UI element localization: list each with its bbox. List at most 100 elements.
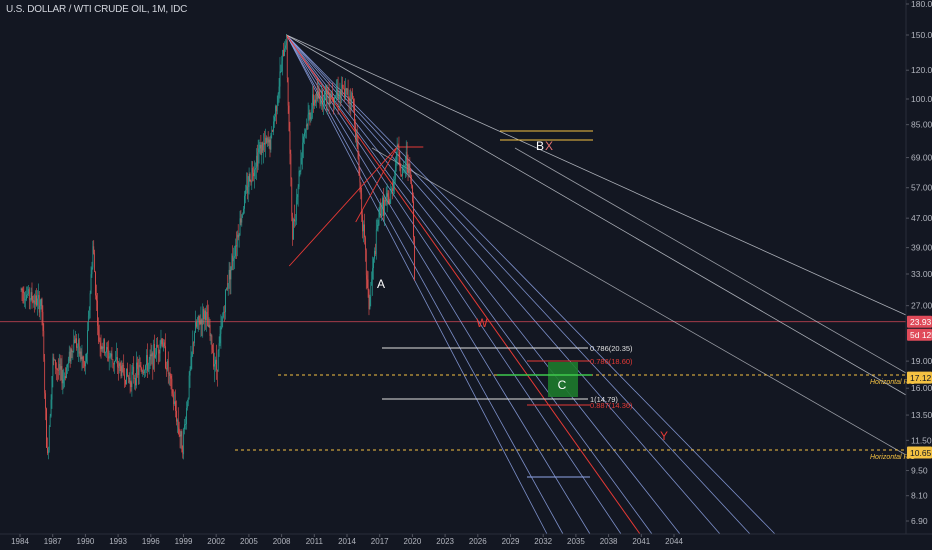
candle-body xyxy=(176,410,177,422)
candle-body xyxy=(335,91,337,96)
price-axis[interactable]: 180.00 150.00 120.00 100.00 85.00 69.00 57.00 4… xyxy=(905,0,932,534)
candle-body xyxy=(20,288,22,290)
candle-body xyxy=(80,351,82,360)
candle-body xyxy=(319,96,321,105)
candle-body xyxy=(64,376,66,379)
candle-body xyxy=(47,450,49,454)
candle-body xyxy=(130,382,132,388)
candle-body xyxy=(232,255,234,262)
candle-body xyxy=(84,362,86,367)
price-tick-label: 19.00 xyxy=(911,356,932,366)
candle-body xyxy=(369,296,371,310)
candle-body xyxy=(226,288,228,290)
candle-body xyxy=(345,88,347,91)
time-tick-label: 1999 xyxy=(175,537,193,546)
candle-body xyxy=(160,339,162,344)
candle-body xyxy=(109,356,111,358)
candle-body xyxy=(316,93,318,99)
candle-body xyxy=(269,139,271,150)
time-tick-label: 1984 xyxy=(11,537,29,546)
candle-body xyxy=(146,355,148,371)
candle-body xyxy=(255,155,257,168)
candle-body xyxy=(211,335,213,350)
candle-body xyxy=(223,311,224,318)
candle-body xyxy=(353,98,354,107)
candle-body xyxy=(392,188,393,192)
candle-body xyxy=(169,373,171,376)
candle-body xyxy=(298,171,300,187)
candle-body xyxy=(129,377,131,383)
candle-body xyxy=(346,88,348,91)
candle-body xyxy=(302,142,304,158)
candle-body xyxy=(155,354,156,358)
candle-body xyxy=(323,103,324,105)
candle-body xyxy=(394,179,395,181)
candle-body xyxy=(296,197,298,201)
candle-body xyxy=(37,295,39,299)
candle-body xyxy=(127,368,128,376)
candle-body xyxy=(136,362,137,386)
candle-body xyxy=(121,365,123,376)
candle-body xyxy=(284,48,285,57)
candle-body xyxy=(31,292,33,301)
candle-body xyxy=(297,186,299,198)
candle-body xyxy=(275,106,277,112)
candle-body xyxy=(301,157,303,159)
price-label-box xyxy=(907,371,932,384)
candle-body xyxy=(196,322,197,327)
candle-body xyxy=(93,246,95,254)
candle-body xyxy=(285,45,286,49)
candle-body xyxy=(282,49,284,62)
candle-body xyxy=(52,357,54,377)
candle-body xyxy=(315,93,317,103)
candle-body xyxy=(396,144,398,161)
candle-body xyxy=(364,237,366,251)
price-tick-label: 6.90 xyxy=(911,516,928,526)
candle-body xyxy=(363,224,364,232)
symbol-title[interactable]: U.S. DOLLAR / WTI CRUDE OIL, 1M, IDC xyxy=(6,4,188,15)
candle-body xyxy=(104,339,106,354)
time-axis[interactable]: 1984 1987 1990 1993 1996 1999 2002 2005 2008 2011… xyxy=(0,533,932,546)
candle-body xyxy=(414,237,415,280)
candle-body xyxy=(71,349,73,352)
candle-body xyxy=(405,151,407,165)
candle-body xyxy=(57,370,59,371)
candle-body xyxy=(137,362,138,369)
price-label: 5d 12h xyxy=(910,330,932,340)
candle-body xyxy=(317,91,319,99)
candle-body xyxy=(117,366,119,368)
candle-body xyxy=(268,139,270,143)
candle-body xyxy=(152,352,154,369)
wave-label: B xyxy=(536,139,544,153)
candle-body xyxy=(327,91,329,95)
candle-body xyxy=(271,129,273,135)
candle-body xyxy=(318,91,320,97)
candle-body xyxy=(334,97,335,103)
candle-body xyxy=(102,346,104,349)
candle-body xyxy=(45,393,46,409)
candle-body xyxy=(262,142,264,151)
candle-body xyxy=(149,354,151,360)
candle-body xyxy=(337,90,339,100)
fan-line xyxy=(286,34,548,535)
candle-body xyxy=(217,350,219,372)
candle-body xyxy=(69,351,71,362)
price-label: 23.93 xyxy=(910,317,932,327)
candle-body xyxy=(193,342,195,344)
candle-body xyxy=(395,160,397,164)
candle-body xyxy=(118,363,120,368)
time-tick-label: 2020 xyxy=(404,537,422,546)
candle-body xyxy=(325,86,327,102)
candle-body xyxy=(54,359,56,361)
candle-body xyxy=(23,292,25,301)
candle-body xyxy=(258,148,260,153)
candle-body xyxy=(335,95,336,98)
candle-body xyxy=(265,137,266,145)
candle-body xyxy=(201,319,203,326)
candle-body xyxy=(180,431,182,437)
channel-line xyxy=(286,34,907,396)
candle-body xyxy=(390,193,392,201)
candle-body xyxy=(288,105,290,132)
time-tick-label: 2029 xyxy=(502,537,520,546)
